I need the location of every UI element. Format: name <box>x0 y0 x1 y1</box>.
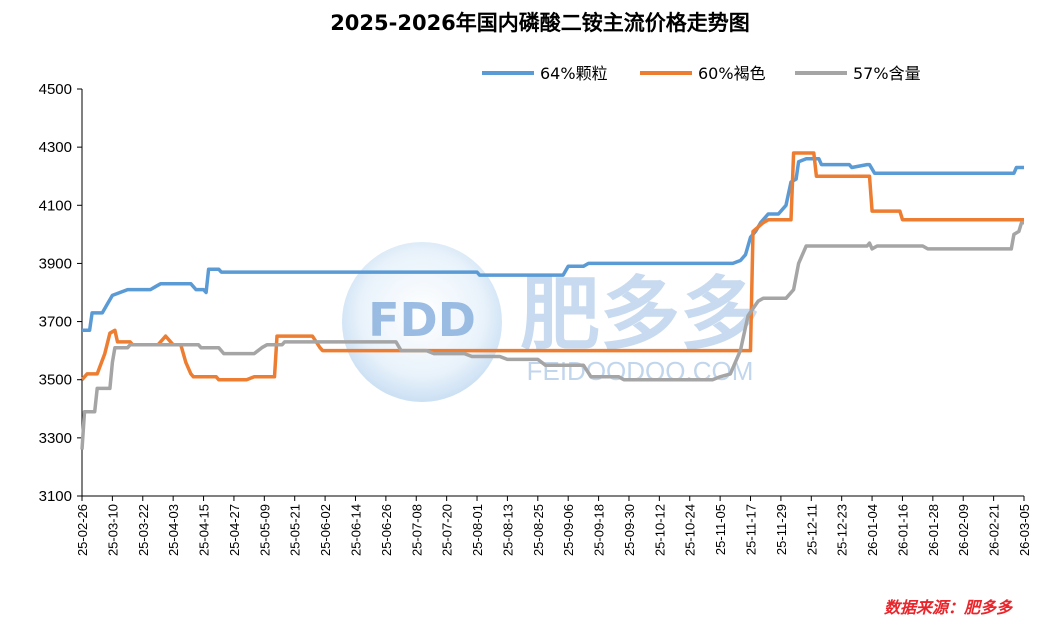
x-tick-label: 25-08-01 <box>470 504 485 556</box>
data-source-note: 数据来源：肥多多 <box>884 598 1014 617</box>
x-tick-label: 25-06-14 <box>348 504 363 556</box>
x-tick-label: 25-08-13 <box>500 504 515 556</box>
x-axis-ticks: 25-02-26 25-03-10 25-03-22 25-04-03 25-04-15… <box>75 496 1032 556</box>
x-tick-label: 26-03-05 <box>1017 504 1032 556</box>
x-tick-label: 26-01-28 <box>926 504 941 556</box>
watermark-url-text: FEIDOODOO.COM <box>527 356 754 386</box>
x-tick-label: 25-08-25 <box>531 504 546 556</box>
x-tick-label: 25-09-06 <box>561 504 576 556</box>
y-tick-label: 4300 <box>39 139 72 156</box>
series-line-3 <box>80 220 1024 450</box>
x-tick-label: 26-02-21 <box>987 504 1002 556</box>
y-axis-ticks: 3100 3300 3500 3700 3900 4100 4300 4500 <box>39 81 82 505</box>
watermark: FDD 肥多多 FEIDOODOO.COM <box>342 242 760 402</box>
y-tick-label: 3300 <box>39 430 72 447</box>
x-tick-label: 25-04-27 <box>227 504 242 556</box>
y-tick-label: 4100 <box>39 197 72 214</box>
x-tick-label: 25-04-03 <box>166 504 181 556</box>
x-tick-label: 25-10-24 <box>683 504 698 556</box>
x-tick-label: 25-05-21 <box>288 504 303 556</box>
y-tick-label: 3700 <box>39 314 72 331</box>
x-tick-label: 25-09-18 <box>592 504 607 556</box>
series-lines <box>80 151 1024 450</box>
x-tick-label: 26-01-16 <box>895 504 910 556</box>
x-tick-label: 25-03-22 <box>136 504 151 556</box>
x-tick-label: 25-12-23 <box>835 504 850 556</box>
x-tick-label: 25-03-10 <box>105 504 120 556</box>
x-tick-label: 25-07-20 <box>440 504 455 556</box>
x-tick-label: 25-12-11 <box>804 504 819 555</box>
watermark-brand-text: 肥多多 <box>520 268 760 361</box>
x-tick-label: 26-01-04 <box>865 504 880 556</box>
x-tick-label: 25-05-09 <box>257 504 272 556</box>
x-tick-label: 25-11-29 <box>774 504 789 555</box>
legend-label-1: 64%颗粒 <box>540 64 608 83</box>
x-tick-label: 25-10-12 <box>652 504 667 556</box>
legend-label-3: 57%含量 <box>853 64 921 83</box>
x-tick-label: 25-11-17 <box>744 504 759 555</box>
x-tick-label: 25-09-30 <box>622 504 637 556</box>
x-tick-label: 25-07-08 <box>409 504 424 556</box>
x-tick-label: 25-04-15 <box>197 504 212 556</box>
y-tick-label: 3900 <box>39 255 72 272</box>
series-line-2 <box>80 151 1024 382</box>
x-tick-label: 25-06-02 <box>318 504 333 556</box>
y-tick-label: 3500 <box>39 372 72 389</box>
series-line-1 <box>82 157 1024 333</box>
watermark-logo-text: FDD <box>368 293 476 347</box>
y-tick-label: 3100 <box>39 488 72 505</box>
y-tick-label: 4500 <box>39 81 72 98</box>
legend: 64%颗粒 60%褐色 57%含量 <box>482 64 921 83</box>
chart-title: 2025-2026年国内磷酸二铵主流价格走势图 <box>330 11 750 35</box>
watermark-logo-circle <box>342 242 502 402</box>
x-tick-label: 26-02-09 <box>956 504 971 556</box>
x-tick-label: 25-02-26 <box>75 504 90 556</box>
x-tick-label: 25-11-05 <box>713 504 728 555</box>
x-tick-label: 25-06-26 <box>379 504 394 556</box>
legend-label-2: 60%褐色 <box>698 64 766 83</box>
